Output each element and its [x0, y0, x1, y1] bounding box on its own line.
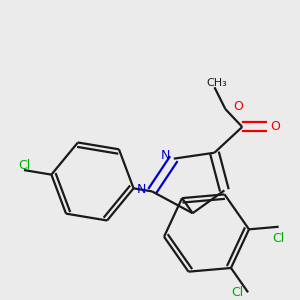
- Text: N: N: [137, 183, 146, 196]
- Text: Cl: Cl: [18, 159, 30, 172]
- Text: Cl: Cl: [231, 286, 243, 299]
- Text: N: N: [160, 149, 170, 162]
- Text: Cl: Cl: [272, 232, 285, 245]
- Text: CH₃: CH₃: [206, 78, 227, 88]
- Text: O: O: [270, 120, 280, 134]
- Text: O: O: [233, 100, 243, 112]
